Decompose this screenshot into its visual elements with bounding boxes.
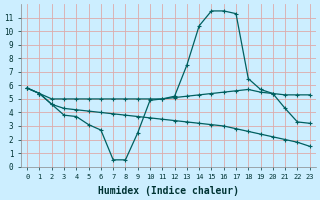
X-axis label: Humidex (Indice chaleur): Humidex (Indice chaleur)	[98, 186, 239, 196]
